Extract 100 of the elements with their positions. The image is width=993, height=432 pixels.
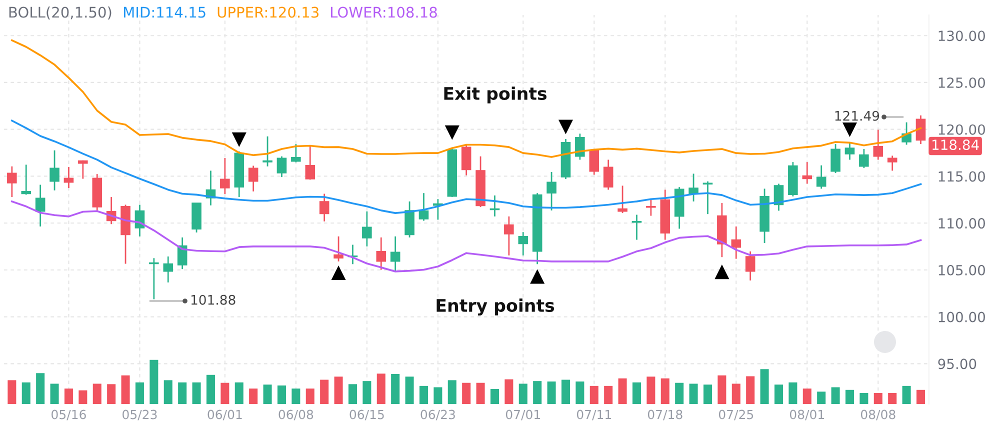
- x-tick-label: 06/23: [420, 410, 455, 420]
- bar: [8, 380, 16, 404]
- candlestick: [78, 160, 88, 180]
- bar: [405, 376, 414, 404]
- candlestick: [276, 156, 287, 178]
- bar: [348, 384, 357, 404]
- annotation: 121.49: [835, 110, 880, 121]
- x-tick-label: 08/01: [790, 410, 824, 420]
- candlestick: [873, 129, 884, 160]
- y-tick-label: 125.00: [938, 77, 985, 88]
- candlestick: [589, 149, 600, 176]
- bar: [718, 375, 726, 404]
- candlestick: [830, 143, 840, 174]
- candlestick: [418, 192, 429, 222]
- candlestick: [887, 155, 898, 172]
- bar: [462, 382, 471, 404]
- y-tick-label: 115.00: [938, 171, 985, 182]
- candlestick: [220, 157, 230, 195]
- bar: [249, 388, 258, 404]
- candlestick: [603, 159, 614, 190]
- candlestick: [916, 114, 926, 145]
- bar: [490, 389, 499, 404]
- bar: [362, 381, 372, 404]
- x-tick-label: 06/01: [208, 410, 242, 420]
- chart-title: BOLL(20,1.50): [9, 6, 112, 20]
- bar: [802, 388, 812, 404]
- bar: [646, 376, 656, 404]
- candlestick: [319, 193, 330, 222]
- bar: [888, 392, 897, 404]
- x-tick-label: 07/01: [506, 410, 540, 420]
- candlestick: [7, 166, 17, 198]
- candlestick: [618, 184, 628, 214]
- candlestick: [802, 161, 812, 184]
- candlestick: [688, 173, 698, 202]
- bar: [831, 387, 840, 404]
- candlestick: [362, 210, 372, 248]
- bar: [22, 382, 30, 404]
- x-tick-label: 06/15: [350, 410, 384, 420]
- y-tick-label: 100.00: [938, 312, 985, 322]
- bar: [178, 382, 187, 404]
- y-tick-label: 105.00: [938, 264, 985, 276]
- bar: [92, 384, 102, 404]
- text: LOWER:108.18: [331, 6, 437, 18]
- bar: [306, 388, 314, 404]
- bar: [660, 378, 670, 404]
- bar: [504, 379, 514, 404]
- text: 118.84: [932, 140, 979, 150]
- bar: [561, 380, 570, 404]
- bar: [746, 376, 755, 404]
- bar: [732, 384, 740, 404]
- point: [444, 125, 460, 140]
- annotation: Exit points: [444, 86, 547, 104]
- candlestick: [546, 171, 556, 212]
- bar: [703, 384, 712, 404]
- candlestick: [731, 226, 742, 260]
- candlestick: [64, 166, 74, 189]
- bar: [234, 382, 244, 404]
- bar: [476, 382, 485, 404]
- candlestick: [291, 143, 301, 164]
- annotation: Entry points: [436, 298, 554, 316]
- candlestick: [745, 250, 756, 282]
- bar: [618, 378, 627, 404]
- y-tick-label: 95.00: [938, 358, 976, 370]
- candlestick: [518, 231, 528, 256]
- point: [232, 132, 246, 147]
- candlestick: [50, 150, 60, 192]
- bar: [206, 374, 215, 404]
- candlestick: [376, 236, 386, 270]
- bar: [419, 386, 428, 404]
- candlestick: [149, 257, 159, 300]
- bar: [860, 392, 868, 404]
- bar: [376, 374, 386, 404]
- bar: [150, 360, 158, 404]
- bar: [334, 376, 343, 404]
- point: [714, 264, 730, 280]
- x-tick-label: 05/16: [52, 410, 86, 420]
- bar: [689, 384, 698, 404]
- text: MID:114.15: [124, 6, 206, 18]
- bar: [675, 382, 684, 404]
- point: [530, 269, 545, 284]
- y-tick-label: 130.00: [938, 30, 985, 42]
- y-tick-label: 120.00: [938, 124, 985, 135]
- bar: [320, 380, 329, 404]
- annotation: 101.88: [191, 294, 236, 305]
- candlestick: [702, 180, 713, 215]
- bar: [220, 382, 230, 404]
- bar: [135, 382, 144, 404]
- bar: [292, 388, 300, 404]
- x-tick-label: 07/25: [718, 410, 754, 420]
- candlestick: [859, 148, 869, 169]
- bar: [902, 386, 911, 404]
- candlestick: [334, 236, 344, 262]
- bar: [533, 381, 542, 404]
- bar: [916, 390, 925, 404]
- bar: [604, 386, 613, 404]
- bar: [107, 384, 116, 404]
- candlestick: [390, 236, 400, 272]
- candlestick: [21, 164, 32, 196]
- bar: [263, 384, 272, 404]
- bar: [50, 384, 59, 404]
